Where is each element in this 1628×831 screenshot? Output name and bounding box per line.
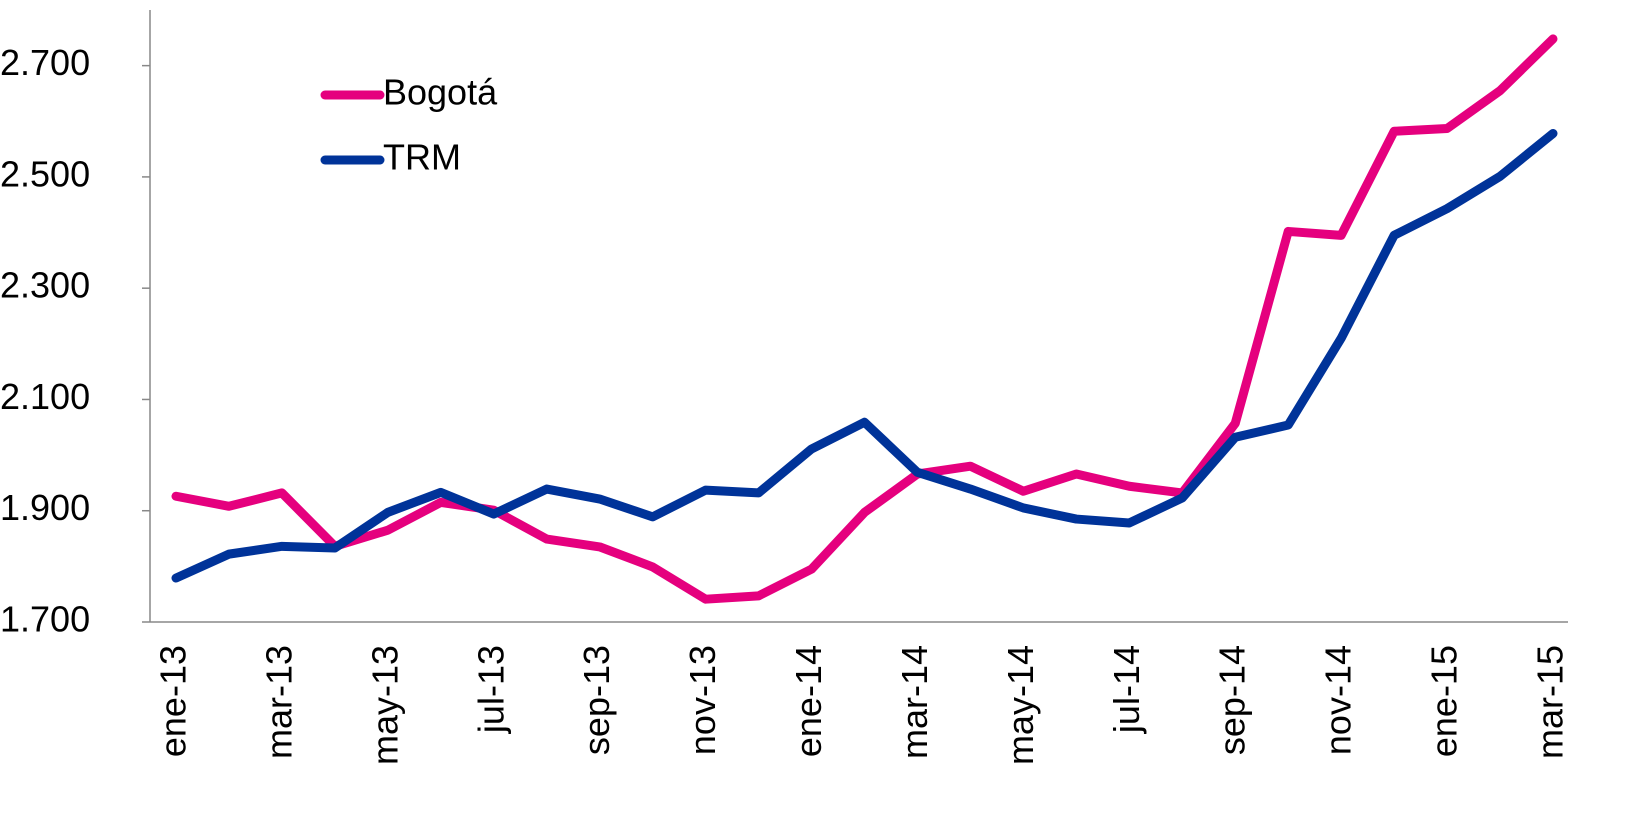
x-tick-label: mar-13: [258, 645, 299, 759]
x-tick-label: may-13: [364, 645, 405, 765]
x-tick-label: mar-14: [894, 645, 935, 759]
legend-label: Bogotá: [383, 72, 498, 113]
y-tick-label: 1.900: [0, 487, 90, 528]
x-tick-label: ene-15: [1424, 645, 1465, 757]
x-tick-label: mar-15: [1530, 645, 1571, 759]
line-series: [171, 34, 1558, 604]
x-tick-label: nov-13: [682, 645, 723, 755]
x-tick-label: sep-14: [1212, 645, 1253, 755]
x-tick-label: nov-14: [1318, 645, 1359, 755]
y-tick-label: 2.300: [0, 265, 90, 306]
y-tick-label: 2.500: [0, 153, 90, 194]
x-tick-label: ene-14: [788, 645, 829, 757]
x-tick-label: may-14: [1000, 645, 1041, 765]
y-tick-label: 2.100: [0, 376, 90, 417]
y-tick-label: 1.700: [0, 599, 90, 640]
x-tick-label: sep-13: [576, 645, 617, 755]
x-tick-label: jul-14: [1106, 645, 1147, 734]
line-series: [171, 129, 1558, 583]
y-tick-label: 2.700: [0, 42, 90, 83]
legend-label: TRM: [383, 137, 461, 178]
x-tick-label: jul-13: [470, 645, 511, 734]
x-tick-label: ene-13: [153, 645, 194, 757]
